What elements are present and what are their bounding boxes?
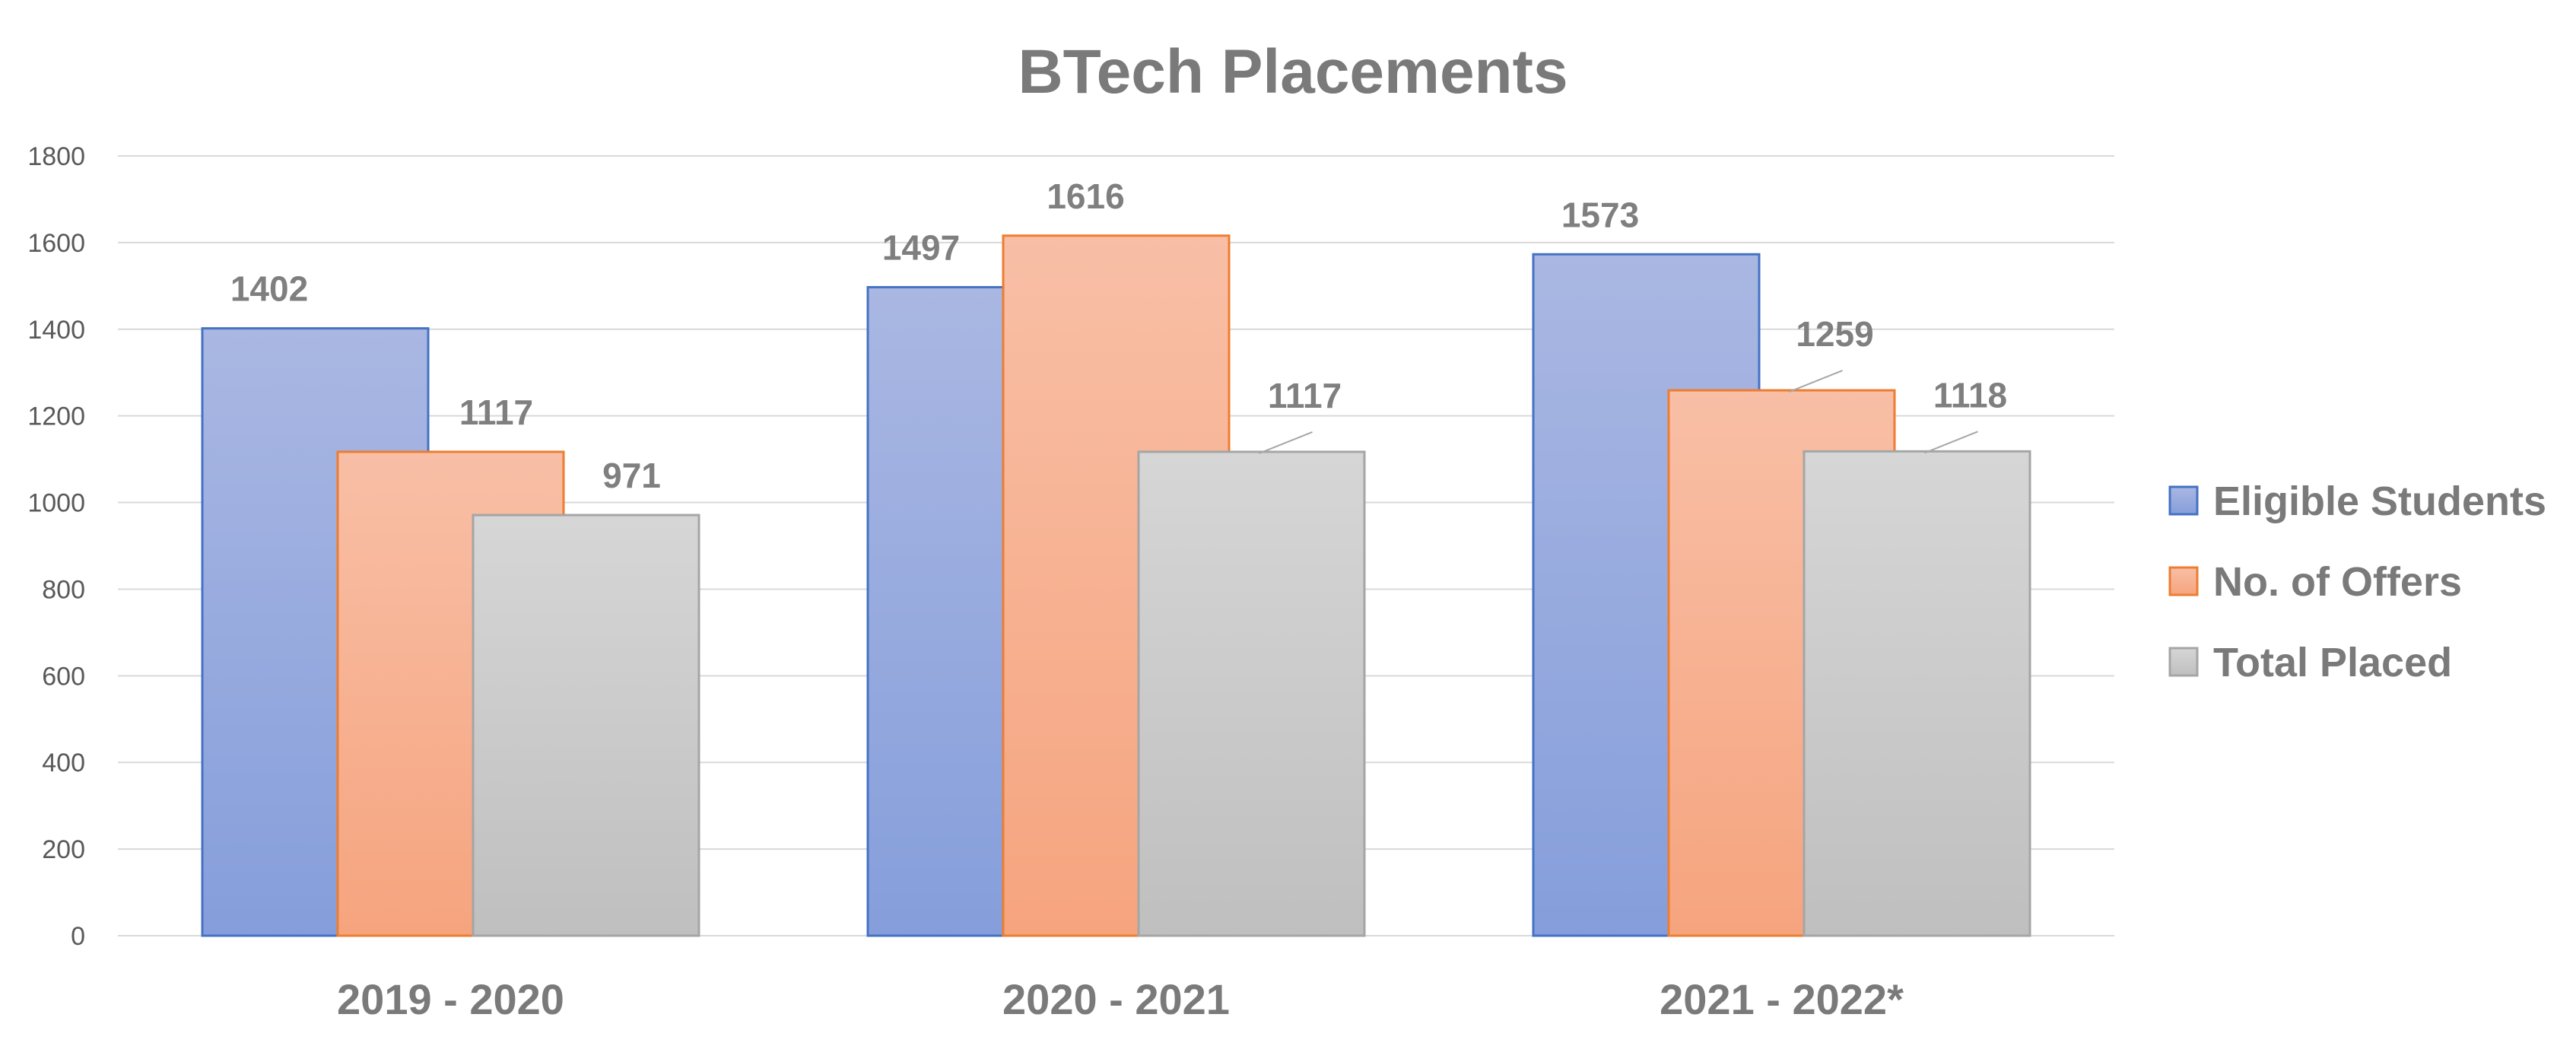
bar-total-placed-0 — [472, 513, 700, 937]
data-label: 1118 — [1933, 375, 2007, 415]
data-label: 1402 — [230, 269, 308, 309]
legend-swatch — [2168, 647, 2199, 677]
legend-label: No. of Offers — [2213, 559, 2462, 605]
y-tick-label: 1200 — [27, 402, 85, 431]
y-tick-label: 200 — [42, 835, 85, 864]
x-category-label: 2019 - 2020 — [337, 975, 564, 1023]
legend-swatch — [2168, 485, 2199, 516]
data-label: 1497 — [882, 228, 960, 268]
data-label-leader — [1789, 370, 1843, 393]
bar-total-placed-1 — [1137, 450, 1366, 937]
data-label-leader — [1924, 431, 1978, 454]
x-category-label: 2020 - 2021 — [1002, 975, 1230, 1023]
y-tick-label: 1000 — [27, 489, 85, 518]
data-label: 1573 — [1561, 195, 1639, 234]
y-tick-label: 400 — [42, 749, 85, 777]
data-label-leader — [1259, 431, 1313, 454]
data-labels: 1402 1117 971 1497 1616 1117 1573 1259 1118 — [230, 176, 2007, 495]
data-label: 971 — [602, 456, 661, 495]
y-tick-label: 800 — [42, 575, 85, 604]
chart-title: BTech Placements — [1018, 37, 1568, 107]
bars — [201, 234, 2031, 937]
legend: Eligible Students No. of Offers Total Plac… — [2168, 478, 2546, 685]
x-axis-categories: 2019 - 2020 2020 - 2021 2021 - 2022* — [337, 975, 1904, 1023]
y-tick-label: 1600 — [27, 229, 85, 258]
data-label: 1117 — [459, 393, 533, 432]
bar-total-placed-2 — [1803, 450, 2031, 937]
data-label: 1259 — [1796, 314, 1873, 354]
legend-label: Eligible Students — [2213, 478, 2546, 524]
y-tick-label: 1400 — [27, 316, 85, 345]
legend-label: Total Placed — [2213, 640, 2452, 685]
y-axis-ticks: 0 200 400 600 800 1000 1200 1400 1600 1800 — [27, 142, 85, 951]
data-label: 1616 — [1047, 176, 1124, 216]
y-tick-label: 1800 — [27, 142, 85, 171]
data-label: 1117 — [1268, 376, 1342, 415]
y-tick-label: 600 — [42, 662, 85, 691]
legend-swatch — [2168, 566, 2199, 596]
x-category-label: 2021 - 2022* — [1660, 975, 1904, 1023]
y-tick-label: 0 — [71, 922, 85, 951]
